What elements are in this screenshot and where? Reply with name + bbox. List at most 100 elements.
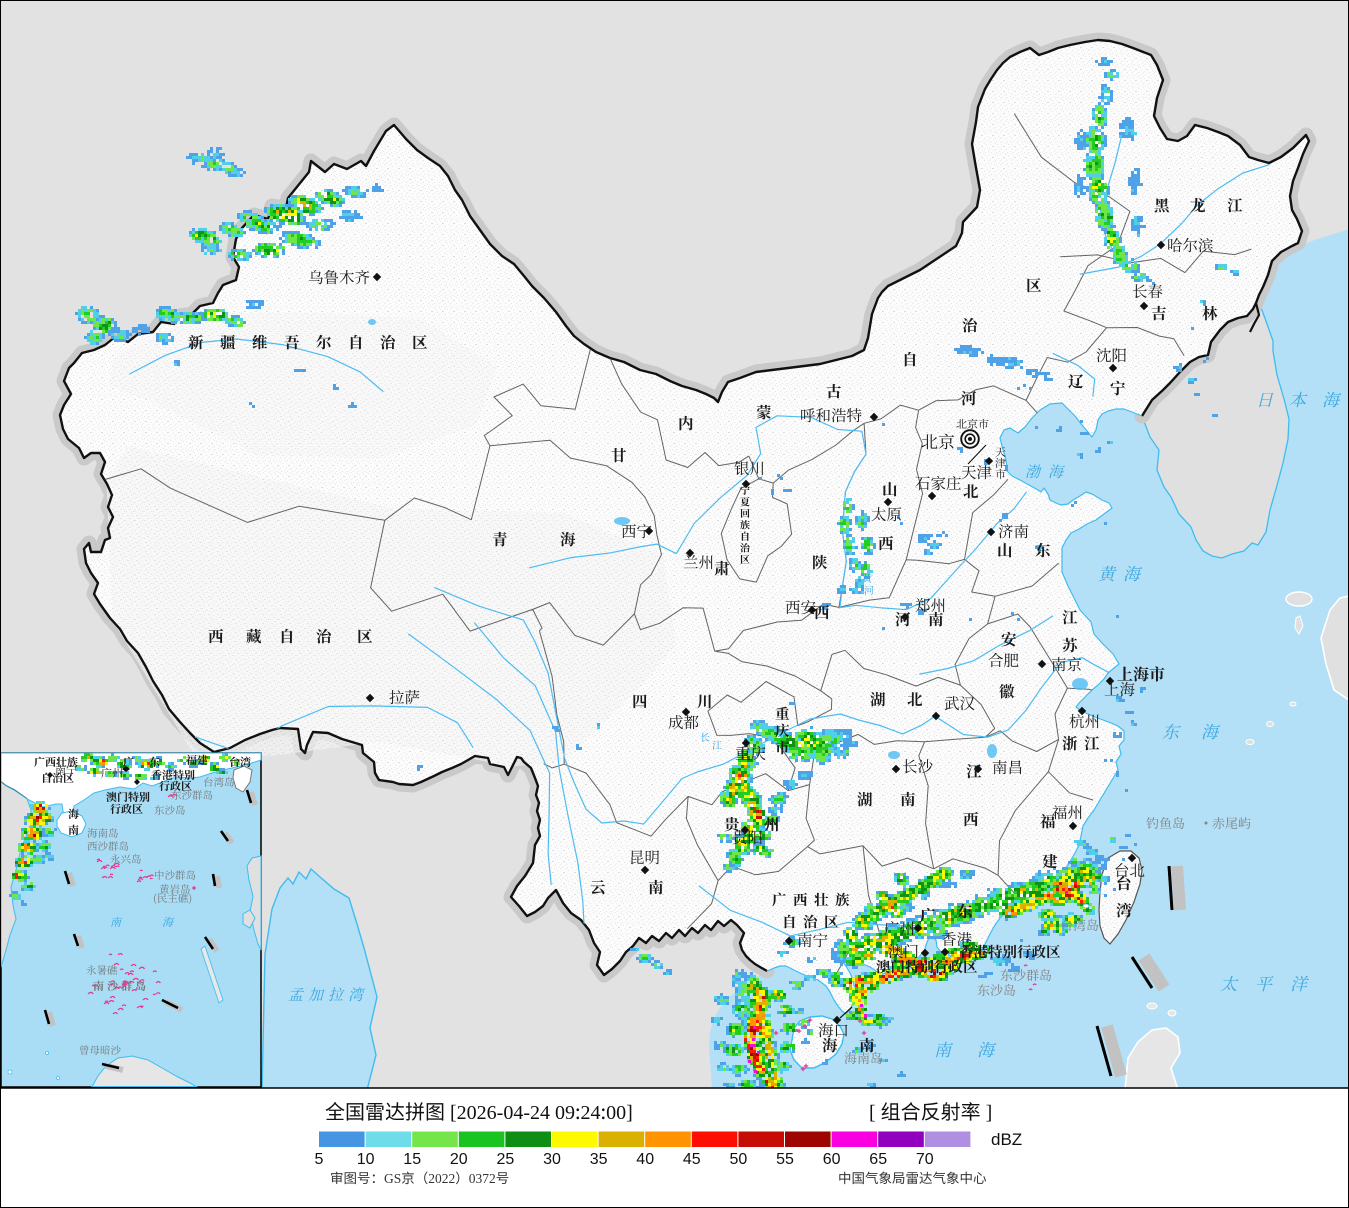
svg-text:南: 南 — [928, 608, 944, 630]
svg-text:北京: 北京 — [921, 428, 955, 453]
svg-text:天: 天 — [995, 444, 1006, 460]
svg-text:广: 广 — [920, 904, 936, 926]
svg-text:银川: 银川 — [734, 457, 765, 479]
svg-text:15: 15 — [403, 1151, 421, 1168]
svg-text:广州: 广州 — [101, 765, 123, 781]
svg-text:山: 山 — [882, 478, 898, 500]
svg-text:海南岛: 海南岛 — [87, 826, 119, 841]
svg-text:区: 区 — [412, 331, 428, 353]
svg-text:北: 北 — [963, 480, 979, 502]
svg-text:重庆: 重庆 — [735, 742, 766, 764]
svg-text:回: 回 — [740, 505, 750, 520]
svg-text:香港特别: 香港特别 — [151, 767, 195, 783]
svg-text:澳门特别行政区: 澳门特别行政区 — [876, 956, 978, 977]
svg-text:永兴岛: 永兴岛 — [110, 852, 142, 867]
svg-text:辽: 辽 — [1068, 370, 1084, 392]
svg-text:维: 维 — [252, 331, 268, 353]
svg-text:东: 东 — [957, 900, 974, 922]
svg-text:60: 60 — [823, 1151, 841, 1168]
svg-text:南: 南 — [648, 876, 664, 898]
svg-text:治: 治 — [316, 625, 333, 647]
svg-text:自: 自 — [740, 528, 750, 543]
svg-text:香港: 香港 — [941, 928, 973, 950]
svg-text:河: 河 — [864, 582, 874, 597]
svg-text:治: 治 — [962, 314, 979, 336]
svg-text:黄海: 黄海 — [1098, 560, 1148, 585]
svg-text:70: 70 — [916, 1151, 934, 1168]
svg-text:东沙群岛: 东沙群岛 — [1000, 965, 1052, 984]
svg-text:广: 广 — [772, 889, 787, 910]
svg-text:西: 西 — [793, 889, 808, 910]
svg-text:35: 35 — [590, 1151, 608, 1168]
svg-text:50: 50 — [730, 1151, 748, 1168]
svg-text:自: 自 — [348, 331, 364, 353]
svg-text:族: 族 — [740, 517, 750, 532]
svg-text:30: 30 — [543, 1151, 561, 1168]
svg-text:川: 川 — [697, 690, 713, 712]
svg-text:市: 市 — [775, 737, 790, 758]
svg-text:广州: 广州 — [884, 917, 915, 939]
svg-text:区: 区 — [824, 911, 839, 932]
svg-text:上海市: 上海市 — [1117, 662, 1165, 685]
svg-text:西: 西 — [878, 532, 894, 554]
svg-text:苏: 苏 — [1062, 634, 1079, 656]
svg-text:西: 西 — [208, 625, 224, 647]
svg-text:西: 西 — [963, 808, 979, 830]
svg-text:区: 区 — [1026, 274, 1042, 296]
svg-text:重: 重 — [775, 703, 790, 724]
svg-text:5: 5 — [315, 1151, 324, 1168]
svg-text:济南: 济南 — [998, 520, 1029, 542]
svg-text:黄: 黄 — [862, 570, 873, 585]
svg-text:长春: 长春 — [1132, 280, 1164, 302]
svg-text:族: 族 — [835, 889, 850, 910]
svg-text:40: 40 — [636, 1151, 654, 1168]
svg-text:行政区: 行政区 — [159, 778, 192, 794]
svg-text:区: 区 — [740, 551, 750, 566]
svg-text:河: 河 — [895, 608, 911, 630]
svg-text:林: 林 — [1202, 302, 1218, 324]
svg-text:65: 65 — [869, 1151, 887, 1168]
svg-text:太平洋: 太平洋 — [1220, 970, 1325, 995]
svg-text:区: 区 — [357, 625, 373, 647]
svg-text:内: 内 — [678, 412, 694, 434]
svg-text:海: 海 — [162, 914, 175, 930]
svg-text:哈尔滨: 哈尔滨 — [1167, 234, 1214, 256]
svg-text:湾: 湾 — [1116, 899, 1132, 921]
svg-text:治: 治 — [803, 911, 819, 932]
svg-text:治: 治 — [380, 331, 397, 353]
svg-text:吉: 吉 — [1151, 302, 1167, 324]
svg-text:日本海: 日本海 — [1256, 386, 1349, 411]
svg-text:江: 江 — [1084, 732, 1100, 754]
svg-text:永暑礁: 永暑礁 — [86, 963, 118, 978]
svg-text:海: 海 — [822, 1034, 838, 1056]
svg-text:郑州: 郑州 — [915, 594, 946, 616]
svg-text:山: 山 — [997, 539, 1013, 561]
svg-text:海口: 海口 — [818, 1019, 849, 1041]
svg-text:青: 青 — [492, 528, 508, 550]
svg-text:昆明: 昆明 — [629, 846, 660, 868]
svg-text:江: 江 — [712, 737, 722, 752]
svg-text:州: 州 — [764, 813, 780, 835]
svg-text:南宁: 南宁 — [797, 929, 828, 951]
svg-text:台湾岛: 台湾岛 — [203, 775, 235, 790]
svg-text:45: 45 — [683, 1151, 701, 1168]
svg-text:曾母暗沙: 曾母暗沙 — [79, 1043, 121, 1058]
svg-text:藏: 藏 — [246, 625, 262, 647]
svg-text:尔: 尔 — [316, 331, 333, 353]
svg-text:孟加拉湾: 孟加拉湾 — [288, 984, 368, 1005]
svg-text:石家庄: 石家庄 — [915, 472, 962, 494]
svg-text:25: 25 — [497, 1151, 515, 1168]
svg-text:南: 南 — [900, 788, 916, 810]
svg-text:南海: 南海 — [934, 1036, 1020, 1061]
svg-text:河: 河 — [961, 387, 977, 409]
svg-text:庆: 庆 — [775, 720, 790, 741]
svg-text:55: 55 — [776, 1151, 794, 1168]
svg-text:10: 10 — [357, 1151, 375, 1168]
svg-text:北: 北 — [907, 688, 923, 710]
svg-text:自治区: 自治区 — [41, 770, 74, 786]
svg-text:东沙岛: 东沙岛 — [154, 803, 186, 818]
svg-text:乌鲁木齐: 乌鲁木齐 — [308, 266, 370, 288]
svg-text:浙: 浙 — [1062, 732, 1078, 754]
svg-text:福建: 福建 — [186, 752, 208, 768]
svg-text:南昌: 南昌 — [992, 756, 1023, 778]
